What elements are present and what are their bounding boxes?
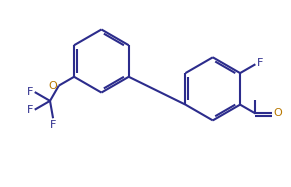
Text: F: F (26, 87, 33, 97)
Text: F: F (50, 120, 56, 130)
Text: F: F (257, 58, 264, 68)
Text: O: O (274, 108, 282, 118)
Text: F: F (26, 105, 33, 115)
Text: O: O (48, 81, 57, 91)
